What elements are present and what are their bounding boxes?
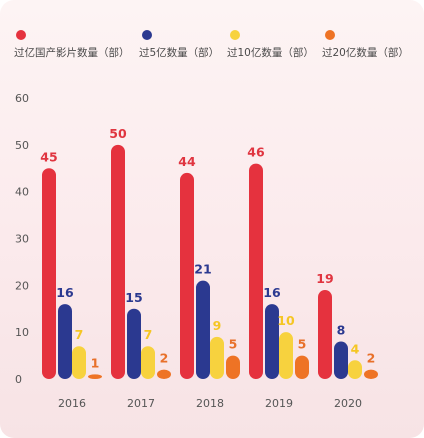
bar [364,369,378,379]
legend-label: 过10亿数量（部） [227,47,314,59]
bar [111,144,125,379]
legend-item-over-500m: 过5亿数量（部） [139,30,249,70]
data-label: 7 [75,327,84,342]
data-label: 4 [351,341,360,356]
data-label: 50 [109,126,127,141]
x-tick-label: 2016 [58,397,86,410]
bar [141,346,155,379]
data-label: 44 [178,154,196,169]
x-tick-label: 2018 [196,397,224,410]
legend-label: 过5亿数量（部） [139,47,220,59]
bar [318,290,332,379]
legend-dot-icon [16,30,26,40]
chart-legend: 过亿国产影片数量（部） 过5亿数量（部） 过10亿数量（部） 过20亿数量（部） [0,30,424,70]
data-label: 2 [367,351,376,366]
legend-dot-icon [325,30,335,40]
bar [295,355,309,379]
legend-item-over-1b: 过10亿数量（部） [227,30,337,70]
data-label: 9 [213,318,222,333]
y-tick-label: 20 [15,279,29,292]
x-tick-label: 2017 [127,397,155,410]
bar [226,355,240,379]
data-label: 8 [337,323,346,338]
data-label: 16 [263,285,281,300]
y-tick-label: 50 [15,139,29,152]
data-label: 2 [160,351,169,366]
data-label: 5 [229,337,238,352]
data-label: 21 [194,262,211,277]
data-label: 15 [125,290,142,305]
bar [265,304,279,379]
bar [42,168,56,379]
legend-label: 过20亿数量（部） [322,47,409,59]
bar [180,172,194,379]
bar [88,374,102,379]
y-tick-label: 40 [15,186,29,199]
x-tick-label: 2019 [265,397,293,410]
data-label: 7 [144,327,153,342]
legend-item-over-2b: 过20亿数量（部） [322,30,424,70]
bar [279,332,293,379]
data-label: 1 [91,355,100,370]
y-tick-label: 10 [15,326,29,339]
legend-label: 过亿国产影片数量（部） [14,47,130,59]
bar [196,280,210,379]
bar [334,341,348,379]
data-label: 16 [56,285,74,300]
bar [127,308,141,379]
y-tick-label: 60 [15,92,29,105]
data-label: 5 [298,337,307,352]
legend-item-over-100m: 过亿国产影片数量（部） [14,30,130,70]
bar [210,336,224,379]
data-label: 19 [316,271,333,286]
x-tick-label: 2020 [334,397,362,410]
bar [348,360,362,379]
legend-dot-icon [142,30,152,40]
y-tick-label: 0 [15,373,22,386]
data-label: 45 [40,149,57,164]
bar [58,304,72,379]
data-label: 10 [277,313,295,328]
y-tick-label: 30 [15,233,29,246]
bar [157,369,171,379]
bar [72,346,86,379]
data-label: 46 [247,145,265,160]
bar [249,163,263,379]
legend-dot-icon [230,30,240,40]
